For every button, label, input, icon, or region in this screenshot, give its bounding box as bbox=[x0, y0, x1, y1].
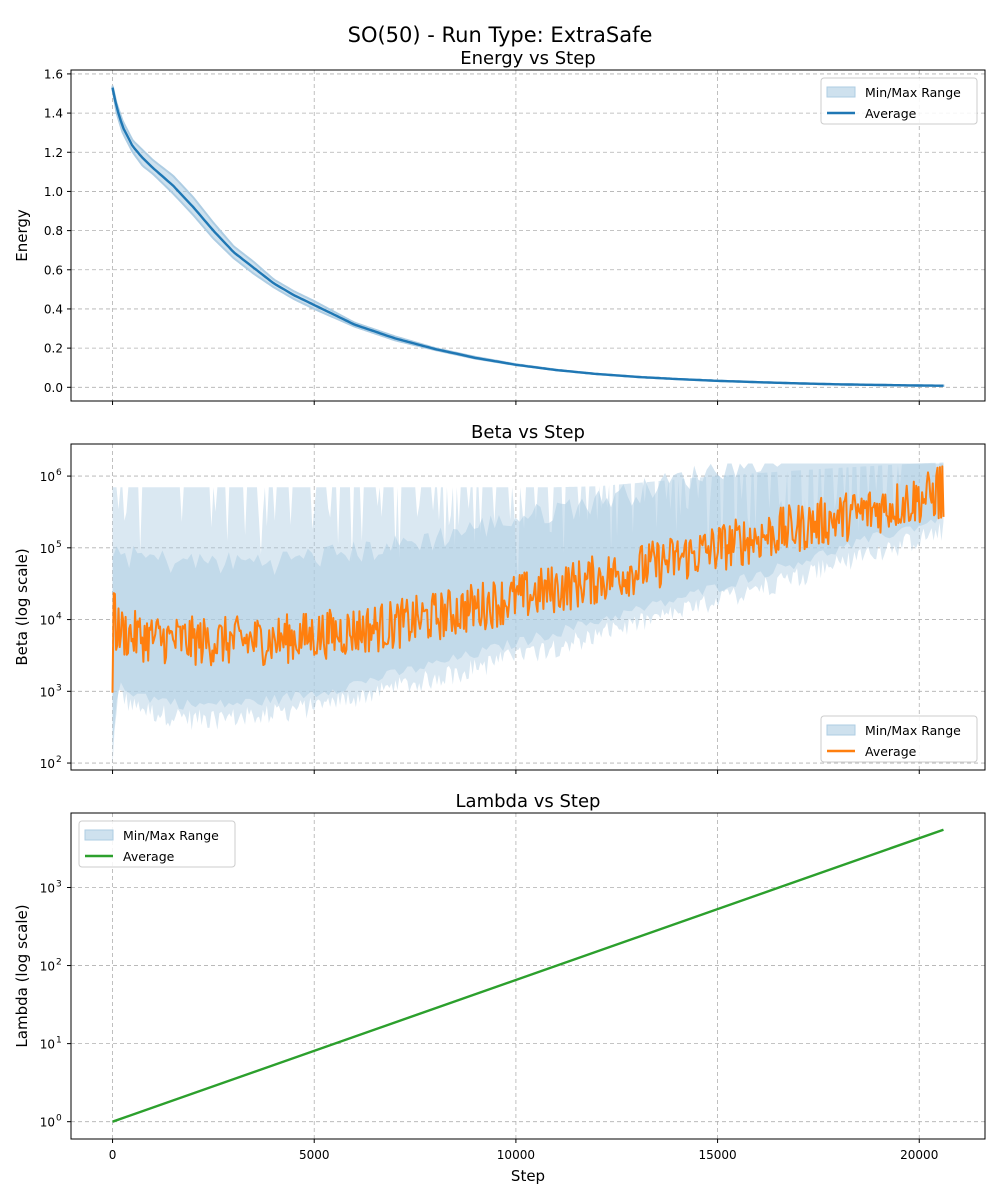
y-tick-exponent: 1 bbox=[56, 1036, 62, 1046]
y-tick-exponent: 0 bbox=[56, 1114, 62, 1124]
average-line bbox=[111, 87, 944, 387]
x-axis-label: Step bbox=[511, 1167, 545, 1185]
plot-frame bbox=[70, 69, 986, 402]
legend: Min/Max Range Average bbox=[820, 715, 978, 763]
y-tick-exponent: 2 bbox=[56, 755, 62, 765]
y-tick-label: 10 bbox=[40, 881, 55, 895]
plot-frame bbox=[70, 443, 986, 771]
y-tick-label: 1.0 bbox=[44, 185, 63, 199]
legend-box bbox=[820, 77, 978, 125]
y-tick-label: 10 bbox=[40, 542, 55, 556]
y-axis-label: Beta (log scale) bbox=[13, 548, 31, 665]
y-tick-label: 0.2 bbox=[44, 342, 63, 356]
legend: Min/Max Range Average bbox=[78, 820, 236, 868]
average-line bbox=[111, 465, 945, 693]
y-axis-label: Energy bbox=[13, 209, 31, 262]
legend-label-average: Average bbox=[865, 744, 917, 759]
x-tick-label: 10000 bbox=[497, 1148, 535, 1162]
legend-swatch-range bbox=[84, 829, 114, 841]
legend-label-average: Average bbox=[123, 849, 175, 864]
x-tick-label: 0 bbox=[109, 1148, 117, 1162]
y-tick-label: 0.0 bbox=[44, 381, 63, 395]
y-tick-exponent: 3 bbox=[56, 879, 62, 889]
x-tick-label: 15000 bbox=[698, 1148, 736, 1162]
y-tick-label: 10 bbox=[40, 1038, 55, 1052]
legend-swatch-range bbox=[826, 724, 856, 736]
legend-box bbox=[78, 820, 236, 868]
x-tick-label: 5000 bbox=[299, 1148, 330, 1162]
y-tick-label: 10 bbox=[40, 960, 55, 974]
panel-title: Lambda vs Step bbox=[456, 791, 601, 812]
y-tick-label: 10 bbox=[40, 757, 55, 771]
average-line bbox=[112, 828, 944, 1123]
y-tick-exponent: 5 bbox=[56, 540, 62, 550]
y-tick-label: 10 bbox=[40, 1116, 55, 1130]
y-tick-label: 0.6 bbox=[44, 263, 63, 277]
figure-title: SO(50) - Run Type: ExtraSafe bbox=[348, 23, 653, 47]
y-tick-label: 1.6 bbox=[44, 67, 63, 81]
panel-energy: 0.0 0.2 0.4 0.6 0.8 1.0 1.2 1.4 1.6 Energy vs Ste… bbox=[13, 48, 986, 405]
y-tick-label: 1.2 bbox=[44, 146, 63, 160]
y-tick-exponent: 3 bbox=[56, 683, 62, 693]
legend-label-average: Average bbox=[865, 106, 917, 121]
y-tick-exponent: 6 bbox=[56, 468, 62, 478]
y-tick-label: 0.4 bbox=[44, 302, 63, 316]
legend-label-range: Min/Max Range bbox=[123, 828, 219, 843]
legend-label-range: Min/Max Range bbox=[865, 723, 961, 738]
panel-title: Beta vs Step bbox=[471, 422, 585, 443]
panel-title: Energy vs Step bbox=[460, 48, 595, 69]
legend-box bbox=[820, 715, 978, 763]
x-tick-label: 20000 bbox=[900, 1148, 938, 1162]
plot-frame bbox=[70, 812, 986, 1140]
y-axis-label: Lambda (log scale) bbox=[13, 904, 31, 1047]
chart-panels: 0.0 0.2 0.4 0.6 0.8 1.0 1.2 1.4 1.6 Energy vs Ste… bbox=[13, 48, 986, 1185]
min-max-range-band bbox=[111, 85, 945, 387]
y-tick-label: 10 bbox=[40, 614, 55, 628]
legend-swatch-range bbox=[826, 86, 856, 98]
y-tick-exponent: 2 bbox=[56, 958, 62, 968]
legend: Min/Max Range Average bbox=[820, 77, 978, 125]
y-tick-label: 1.4 bbox=[44, 107, 63, 121]
y-tick-label: 10 bbox=[40, 685, 55, 699]
y-tick-label: 0.8 bbox=[44, 224, 63, 238]
legend-label-range: Min/Max Range bbox=[865, 85, 961, 100]
y-tick-label: 10 bbox=[40, 470, 55, 484]
y-tick-exponent: 4 bbox=[56, 612, 62, 622]
